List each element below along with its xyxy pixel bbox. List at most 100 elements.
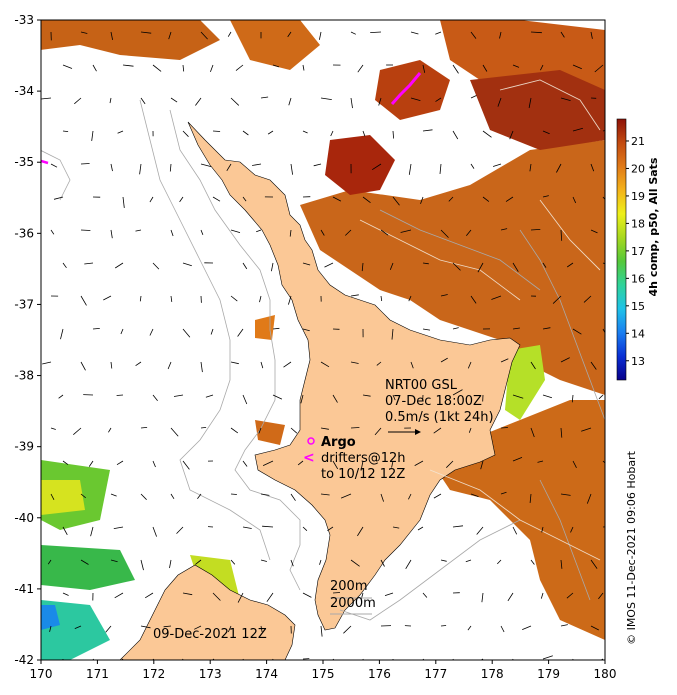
y-axis: -33 -34 -35 -36 -37 -38 -39 -40 -41 -42 xyxy=(14,13,41,667)
current-arrow xyxy=(140,31,152,34)
y-tick-label: -40 xyxy=(14,511,34,525)
current-arrow xyxy=(481,592,484,603)
current-arrow xyxy=(446,460,454,468)
current-arrow xyxy=(182,262,192,267)
current-arrow xyxy=(62,64,73,69)
current-arrow xyxy=(391,460,394,468)
current-arrow xyxy=(560,97,571,101)
current-arrow xyxy=(110,559,118,563)
sst-patch-sw-yellow xyxy=(41,480,85,515)
sst-patch-ne xyxy=(300,140,605,395)
current-arrow xyxy=(391,328,394,340)
credit-label: © IMOS 11-Dec-2021 09:06 Hobart xyxy=(625,450,638,645)
x-tick-label: 178 xyxy=(481,667,504,681)
iso2000-label: 2000m xyxy=(330,596,376,611)
current-arrow xyxy=(452,389,463,396)
x-tick-label: 171 xyxy=(86,667,109,681)
current-arrow xyxy=(537,460,544,463)
current-arrow xyxy=(272,327,280,330)
current-arrow xyxy=(590,625,599,631)
current-arrow xyxy=(530,559,535,565)
current-arrow xyxy=(361,262,364,272)
current-arrow xyxy=(140,493,147,500)
current-arrow xyxy=(350,427,360,429)
current-arrow xyxy=(163,625,172,628)
current-arrow xyxy=(80,229,91,231)
current-arrow xyxy=(260,361,264,369)
current-arrow xyxy=(272,64,280,68)
current-arrow xyxy=(140,97,146,105)
colorbar-tick-label: 16 xyxy=(631,272,645,285)
current-arrow xyxy=(470,295,477,304)
current-arrow xyxy=(560,427,563,438)
current-arrow xyxy=(362,196,371,204)
current-arrow xyxy=(542,262,547,268)
colorbar-gradient xyxy=(616,118,627,381)
current-arrow xyxy=(590,31,593,39)
current-arrow xyxy=(422,592,428,598)
current-arrow xyxy=(465,559,472,563)
current-arrow xyxy=(581,427,592,432)
current-arrow xyxy=(440,625,447,627)
current-arrows xyxy=(41,31,605,660)
current-arrow xyxy=(400,229,412,233)
current-arrow xyxy=(170,229,174,237)
current-arrow xyxy=(182,130,189,137)
current-arrow xyxy=(116,460,124,466)
current-arrow xyxy=(560,493,571,496)
current-arrow xyxy=(103,295,112,301)
current-arrow xyxy=(73,427,82,436)
current-arrow xyxy=(230,295,238,302)
current-arrow xyxy=(482,130,492,138)
current-arrow xyxy=(144,592,154,599)
current-arrow xyxy=(300,394,304,404)
bathymetry-contours xyxy=(41,99,605,621)
current-arrow xyxy=(410,97,421,101)
current-arrow xyxy=(530,427,535,438)
current-arrow xyxy=(149,328,154,336)
current-arrow xyxy=(242,262,248,270)
current-arrow xyxy=(602,460,605,464)
y-tick-label: -42 xyxy=(14,653,34,667)
current-arrow xyxy=(256,229,262,233)
current-arrow xyxy=(242,394,248,405)
current-arrow xyxy=(110,493,117,497)
current-arrow xyxy=(110,31,113,40)
current-arrow xyxy=(110,163,113,172)
current-arrow xyxy=(74,97,82,105)
current-arrow xyxy=(170,493,175,500)
current-arrow xyxy=(340,493,352,499)
current-arrow xyxy=(357,64,364,73)
current-arrow xyxy=(109,97,112,104)
current-arrow xyxy=(60,328,64,340)
current-arrow xyxy=(370,31,382,33)
current-arrow xyxy=(570,526,574,533)
drifter-legend-marker: < xyxy=(303,450,315,466)
current-arrow xyxy=(572,127,584,132)
current-arrow xyxy=(62,130,69,132)
current-arrow xyxy=(182,64,185,72)
x-tick-label: 173 xyxy=(199,667,222,681)
current-arrow xyxy=(598,394,604,400)
current-arrow xyxy=(380,295,383,302)
current-arrow xyxy=(560,31,565,38)
current-arrow xyxy=(200,361,203,373)
sst-patch-e-cape xyxy=(505,345,545,420)
current-arrow xyxy=(566,262,574,268)
colorbar-tick-label: 14 xyxy=(631,327,645,340)
current-arrow xyxy=(179,196,184,203)
current-arrow xyxy=(170,427,179,437)
nrt-label-3: 0.5m/s (1kt 24h) xyxy=(385,410,494,425)
y-tick-label: -37 xyxy=(14,297,34,311)
current-arrow xyxy=(491,295,502,300)
current-arrow xyxy=(62,592,69,596)
current-arrow xyxy=(290,559,294,567)
current-arrow xyxy=(476,526,484,535)
current-arrow xyxy=(590,163,595,172)
current-arrow xyxy=(53,196,64,200)
current-arrow xyxy=(500,427,508,429)
current-arrow xyxy=(200,427,207,429)
current-arrow xyxy=(152,526,157,537)
current-arrow xyxy=(320,625,323,637)
